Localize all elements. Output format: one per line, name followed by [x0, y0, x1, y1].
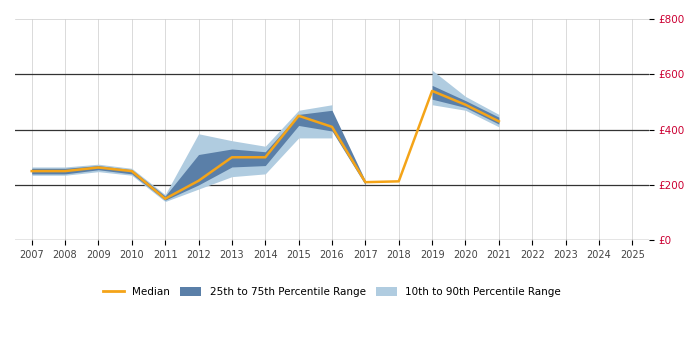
Legend: Median, 25th to 75th Percentile Range, 10th to 90th Percentile Range: Median, 25th to 75th Percentile Range, 1…: [103, 287, 561, 297]
